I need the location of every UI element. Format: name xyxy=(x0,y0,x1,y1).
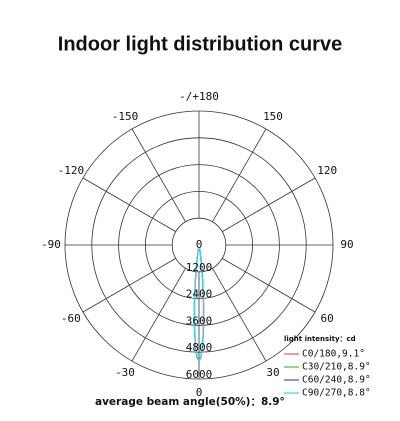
angle-label: 30 xyxy=(266,366,279,379)
angle-label: -150 xyxy=(112,110,139,123)
beam-angle-note: average beam angle(50%)：8.9° xyxy=(95,396,285,408)
angle-label: 0 xyxy=(196,386,203,399)
radial-label: 0 xyxy=(196,238,203,251)
angle-label: -120 xyxy=(58,164,85,177)
grid-spoke xyxy=(131,268,186,362)
intensity-curve xyxy=(193,248,205,363)
radial-label: 3600 xyxy=(186,314,213,327)
legend-title: light intensity：cd xyxy=(284,335,356,343)
grid-spoke xyxy=(82,177,176,232)
grid-spoke xyxy=(222,177,316,232)
labels: -/+180 150 120 90 60 30 0 -30 -60 -90 -120 -150 0 120… xyxy=(41,90,354,399)
angle-label: 60 xyxy=(321,312,334,325)
angle-label: -60 xyxy=(61,312,81,325)
radial-label: 6000 xyxy=(186,368,213,381)
angle-label: -30 xyxy=(115,366,135,379)
angle-label: -90 xyxy=(41,238,61,251)
legend: C0/180,9.1° C30/210,8.9° C60/240,8.9° C90/2… xyxy=(284,349,371,399)
radial-label: 2400 xyxy=(186,288,213,301)
legend-label: C30/210,8.9° xyxy=(302,362,371,373)
radial-label: 1200 xyxy=(186,261,213,274)
angle-label: -/+180 xyxy=(179,90,219,103)
angle-label: 90 xyxy=(340,238,353,251)
grid-spoke xyxy=(131,128,186,222)
grid-spoke xyxy=(222,258,316,313)
grid-spoke xyxy=(82,258,176,313)
angle-label: 120 xyxy=(317,164,337,177)
legend-label: C90/270,8.8° xyxy=(302,388,371,399)
legend-label: C60/240,8.9° xyxy=(302,375,371,386)
curves xyxy=(193,248,205,363)
legend-label: C0/180,9.1° xyxy=(302,349,365,360)
radial-label: 4800 xyxy=(186,341,213,354)
angle-label: 150 xyxy=(263,110,283,123)
grid-spoke xyxy=(212,268,267,362)
grid-spoke xyxy=(212,128,267,222)
chart-title: Indoor light distribution curve xyxy=(58,33,342,55)
